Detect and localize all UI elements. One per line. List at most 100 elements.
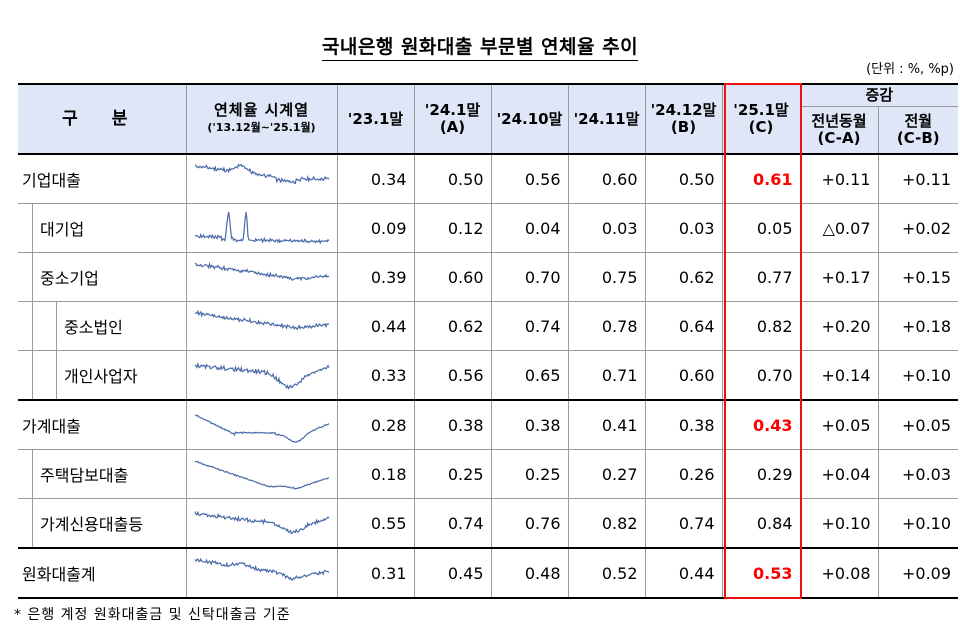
trend-sparkline <box>185 153 337 204</box>
header-col-2: '24.10말 <box>490 83 568 155</box>
row-label: 기업대출 <box>18 153 186 204</box>
header-col-3: '24.11말 <box>567 83 645 155</box>
row-label: 중소법인 <box>18 301 186 351</box>
value-cell: 0.77 <box>721 252 800 302</box>
value-cell: 0.03 <box>644 203 722 253</box>
value-cell: 0.04 <box>490 203 568 253</box>
value-cell: 0.44 <box>644 547 722 599</box>
yoy-cell: +0.14 <box>799 350 878 401</box>
sparkline-chart <box>194 211 329 245</box>
value-cell: 0.70 <box>490 252 568 302</box>
trend-sparkline <box>185 547 337 599</box>
delinquency-table: 구 분 연체율 시계열 ('13.12월~'25.1월) '23.1말 '24.… <box>18 83 959 599</box>
value-cell: 0.38 <box>413 399 491 450</box>
value-cell: 0.29 <box>721 449 800 499</box>
trend-sparkline <box>185 399 337 450</box>
trend-sparkline <box>185 203 337 253</box>
sparkline-path <box>194 460 329 490</box>
mom-cell: +0.15 <box>877 252 959 302</box>
value-cell: 0.78 <box>567 301 645 351</box>
table-row: 중소법인 0.44 0.62 0.74 0.78 0.64 0.82 +0.20 +0.18 <box>18 301 959 351</box>
table-row: 개인사업자 0.33 0.56 0.65 0.71 0.60 0.70 +0.14 +0.10 <box>18 350 959 401</box>
sparkline-path <box>194 211 329 245</box>
trend-sparkline <box>185 449 337 499</box>
sparkline-path <box>194 309 329 331</box>
table-row: 주택담보대출 0.18 0.25 0.25 0.27 0.26 0.29 +0.04 +0.03 <box>18 449 959 499</box>
value-cell: 0.41 <box>567 399 645 450</box>
value-cell: 0.74 <box>490 301 568 351</box>
header-col-4: '24.12말 (B) <box>644 83 722 155</box>
unit-label: (단위 : %, %p) <box>866 62 954 77</box>
value-cell: 0.56 <box>413 350 491 401</box>
sparkline-path <box>194 361 330 390</box>
yoy-cell: △0.07 <box>799 203 878 253</box>
yoy-cell: +0.04 <box>799 449 878 499</box>
header-col-5: '25.1말 (C) <box>721 83 800 155</box>
trend-sparkline <box>185 252 337 302</box>
sparkline-chart <box>194 261 329 282</box>
value-cell: 0.12 <box>413 203 491 253</box>
value-cell: 0.05 <box>721 203 800 253</box>
value-cell: 0.48 <box>490 547 568 599</box>
sparkline-chart <box>194 414 329 443</box>
row-label: 개인사업자 <box>18 350 186 401</box>
value-cell: 0.76 <box>490 498 568 549</box>
header-col-0: '23.1말 <box>336 83 414 155</box>
value-cell: 0.38 <box>490 399 568 450</box>
header-category: 구 분 <box>18 83 186 155</box>
value-cell: 0.43 <box>721 399 800 450</box>
header-yoy: 전년동월 (C-A) <box>799 106 878 155</box>
yoy-cell: +0.20 <box>799 301 878 351</box>
trend-sparkline <box>185 498 337 549</box>
row-label: 원화대출계 <box>18 547 186 599</box>
table-row: 원화대출계 0.31 0.45 0.48 0.52 0.44 0.53 +0.08 +0.09 <box>18 547 959 599</box>
value-cell: 0.18 <box>336 449 414 499</box>
value-cell: 0.62 <box>644 252 722 302</box>
value-cell: 0.82 <box>721 301 800 351</box>
value-cell: 0.28 <box>336 399 414 450</box>
sparkline-path <box>193 557 329 581</box>
value-cell: 0.61 <box>721 153 800 204</box>
header-col-1: '24.1말 (A) <box>413 83 491 155</box>
value-cell: 0.33 <box>336 350 414 401</box>
value-cell: 0.44 <box>336 301 414 351</box>
value-cell: 0.50 <box>644 153 722 204</box>
mom-cell: +0.10 <box>877 350 959 401</box>
sparkline-chart <box>193 510 329 535</box>
value-cell: 0.60 <box>567 153 645 204</box>
sparkline-chart <box>194 309 329 331</box>
value-cell: 0.26 <box>644 449 722 499</box>
mom-cell: +0.09 <box>877 547 959 599</box>
row-label: 주택담보대출 <box>18 449 186 499</box>
table-row: 가계대출 0.28 0.38 0.38 0.41 0.38 0.43 +0.05 +0.05 <box>18 399 959 450</box>
yoy-cell: +0.10 <box>799 498 878 549</box>
yoy-cell: +0.05 <box>799 399 878 450</box>
mom-cell: +0.02 <box>877 203 959 253</box>
trend-sparkline <box>185 301 337 351</box>
yoy-cell: +0.08 <box>799 547 878 599</box>
value-cell: 0.25 <box>490 449 568 499</box>
header-mom: 전월 (C-B) <box>877 106 959 155</box>
sparkline-path <box>193 510 329 535</box>
value-cell: 0.45 <box>413 547 491 599</box>
sparkline-chart <box>194 163 329 185</box>
sparkline-path <box>194 414 329 443</box>
mom-cell: +0.11 <box>877 153 959 204</box>
value-cell: 0.60 <box>644 350 722 401</box>
header-change: 증감 <box>799 83 959 107</box>
value-cell: 0.74 <box>413 498 491 549</box>
value-cell: 0.27 <box>567 449 645 499</box>
mom-cell: +0.18 <box>877 301 959 351</box>
page-title: 국내은행 원화대출 부문별 연체율 추이 <box>0 32 960 61</box>
value-cell: 0.55 <box>336 498 414 549</box>
mom-cell: +0.05 <box>877 399 959 450</box>
value-cell: 0.25 <box>413 449 491 499</box>
header-trend: 연체율 시계열 ('13.12월~'25.1월) <box>185 83 337 155</box>
value-cell: 0.38 <box>644 399 722 450</box>
trend-sparkline <box>185 350 337 401</box>
value-cell: 0.65 <box>490 350 568 401</box>
value-cell: 0.70 <box>721 350 800 401</box>
value-cell: 0.03 <box>567 203 645 253</box>
sparkline-chart <box>194 460 329 490</box>
value-cell: 0.75 <box>567 252 645 302</box>
